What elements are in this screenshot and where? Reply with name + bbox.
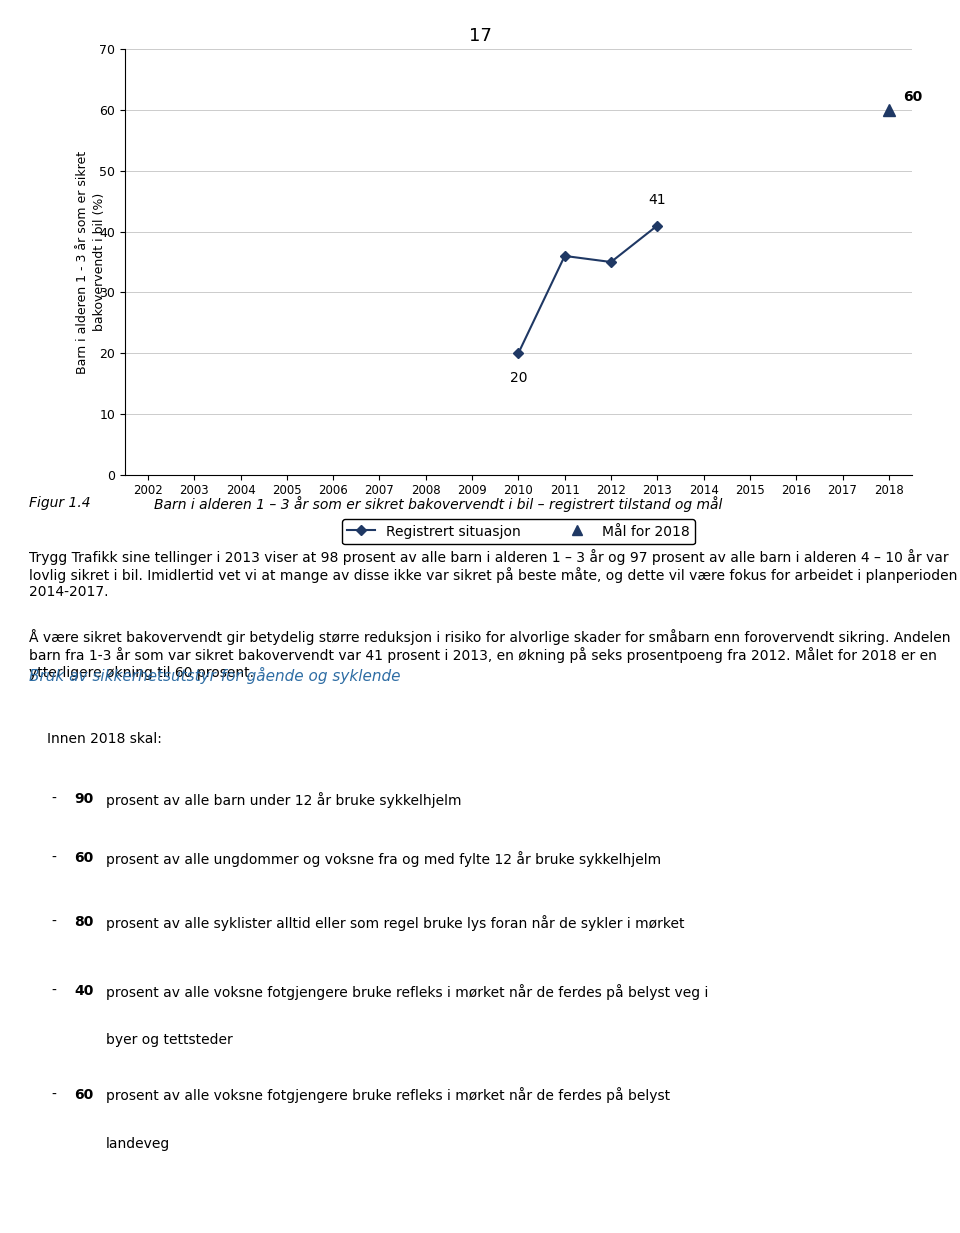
Text: -: - xyxy=(52,792,57,805)
Text: 60: 60 xyxy=(74,851,93,864)
Text: prosent av alle voksne fotgjengere bruke refleks i mørket når de ferdes på belys: prosent av alle voksne fotgjengere bruke… xyxy=(106,1088,670,1104)
Text: prosent av alle ungdommer og voksne fra og med fylte 12 år bruke sykkelhjelm: prosent av alle ungdommer og voksne fra … xyxy=(106,851,660,867)
Text: -: - xyxy=(52,984,57,997)
Text: Innen 2018 skal:: Innen 2018 skal: xyxy=(47,732,161,746)
Text: 60: 60 xyxy=(902,90,922,104)
Text: 41: 41 xyxy=(649,194,666,207)
Text: Barn i alderen 1 – 3 år som er sikret bakovervendt i bil – registrert tilstand o: Barn i alderen 1 – 3 år som er sikret ba… xyxy=(154,496,722,512)
Text: 90: 90 xyxy=(74,792,93,805)
Y-axis label: Barn i alderen 1 - 3 år som er sikret
bakovervendt i bil (%): Barn i alderen 1 - 3 år som er sikret ba… xyxy=(76,150,106,374)
Text: landeveg: landeveg xyxy=(106,1137,170,1150)
Text: -: - xyxy=(52,915,57,928)
Text: Figur 1.4: Figur 1.4 xyxy=(29,496,90,509)
Text: 20: 20 xyxy=(510,371,527,386)
Text: prosent av alle barn under 12 år bruke sykkelhjelm: prosent av alle barn under 12 år bruke s… xyxy=(106,792,461,808)
Text: Å være sikret bakovervendt gir betydelig større reduksjon i risiko for alvorlige: Å være sikret bakovervendt gir betydelig… xyxy=(29,629,950,679)
Text: 17: 17 xyxy=(468,27,492,46)
Text: -: - xyxy=(52,851,57,864)
Text: -: - xyxy=(52,1088,57,1101)
Text: 40: 40 xyxy=(74,984,93,997)
Text: byer og tettsteder: byer og tettsteder xyxy=(106,1033,232,1047)
Text: 60: 60 xyxy=(74,1088,93,1101)
Legend: Registrert situasjon, Mål for 2018: Registrert situasjon, Mål for 2018 xyxy=(342,519,695,544)
Text: prosent av alle syklister alltid eller som regel bruke lys foran når de sykler i: prosent av alle syklister alltid eller s… xyxy=(106,915,684,931)
Text: prosent av alle voksne fotgjengere bruke refleks i mørket når de ferdes på belys: prosent av alle voksne fotgjengere bruke… xyxy=(106,984,708,1000)
Text: 80: 80 xyxy=(74,915,93,928)
Text: Bruk av sikkerhetsutstyr for gående og syklende: Bruk av sikkerhetsutstyr for gående og s… xyxy=(29,667,400,684)
Text: Trygg Trafikk sine tellinger i 2013 viser at 98 prosent av alle barn i alderen 1: Trygg Trafikk sine tellinger i 2013 vise… xyxy=(29,549,957,599)
